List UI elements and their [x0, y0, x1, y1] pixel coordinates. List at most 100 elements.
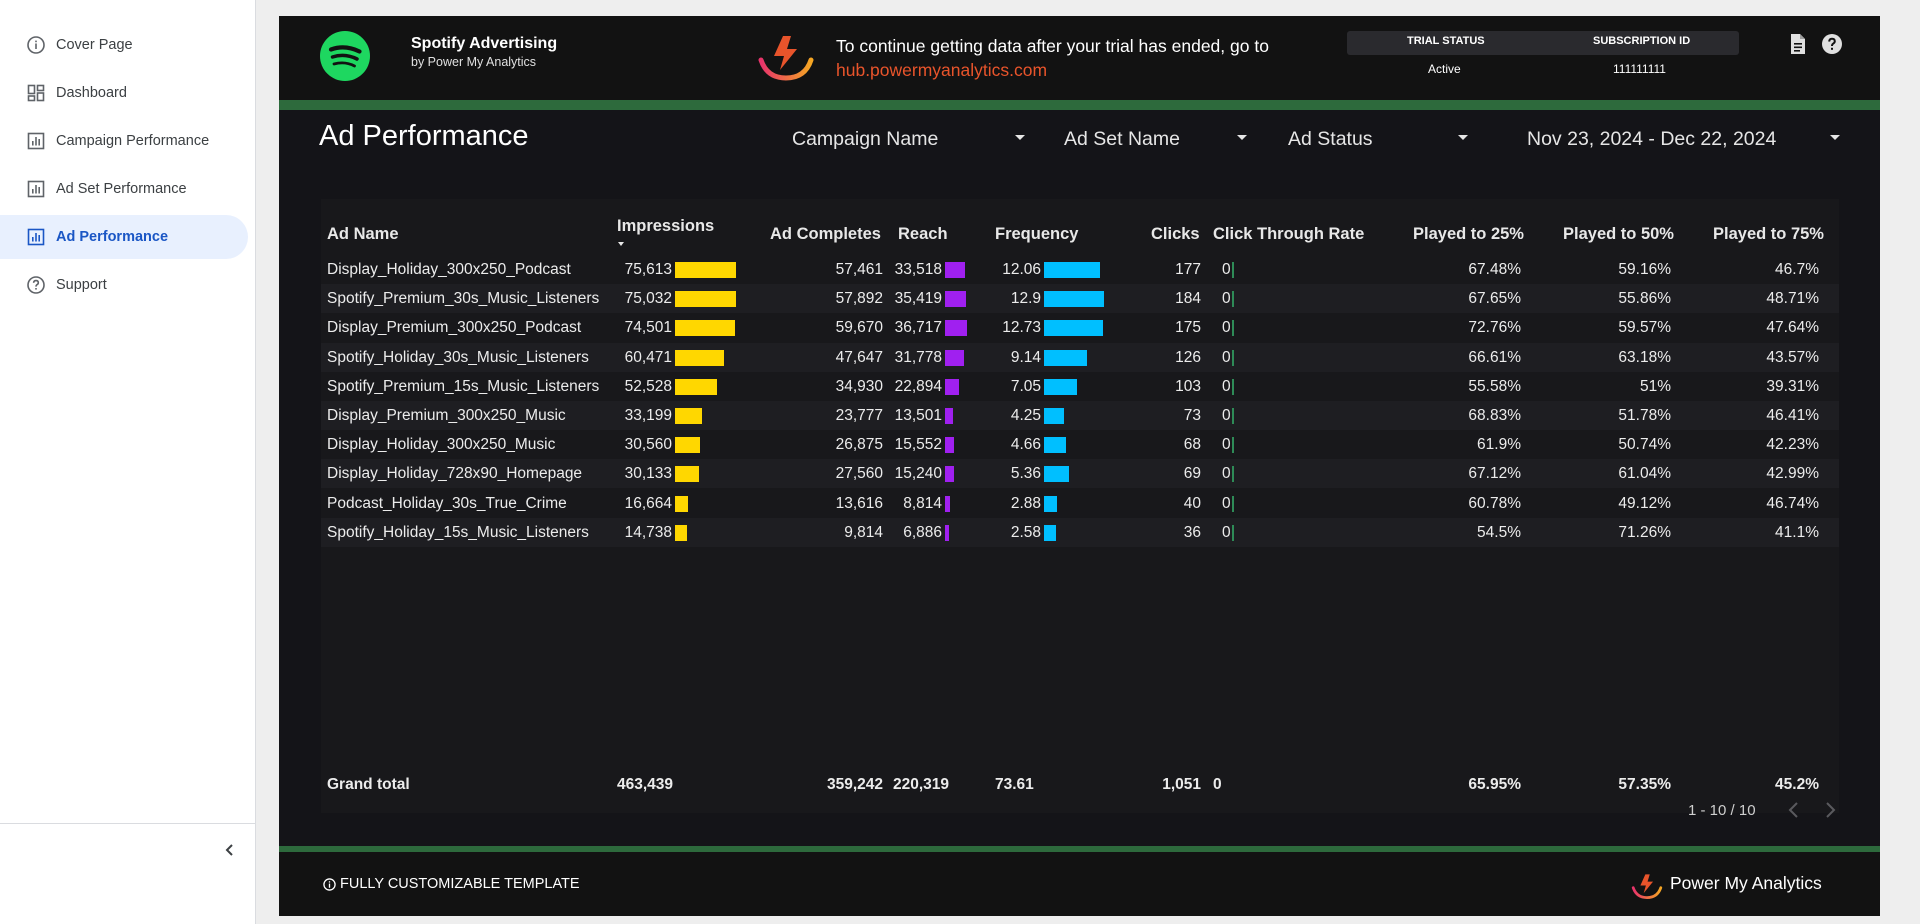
collapse-sidebar-button[interactable] — [218, 838, 242, 862]
cell-played-75: 48.71% — [1766, 290, 1819, 308]
power-my-analytics-logo-icon — [1631, 874, 1663, 899]
cell-played-25: 55.58% — [1468, 377, 1521, 395]
impressions-bar — [675, 466, 700, 483]
campaign-name-filter[interactable]: Campaign Name — [792, 124, 1028, 154]
sidebar-item-ad-set-performance[interactable]: Ad Set Performance — [0, 167, 248, 211]
info-circle-icon — [26, 35, 46, 55]
column-header-played-50[interactable]: Played to 50% — [1563, 225, 1674, 243]
table-row[interactable]: Spotify_Premium_30s_Music_Listeners 75,03… — [321, 284, 1839, 314]
table-row[interactable]: Display_Holiday_300x250_Podcast 75,613 57,… — [321, 255, 1839, 284]
total-completes: 359,242 — [826, 776, 883, 793]
help-button[interactable] — [1821, 32, 1843, 56]
sidebar-item-dashboard[interactable]: Dashboard — [0, 71, 248, 115]
frequency-bar — [1044, 349, 1087, 366]
ad-performance-table: Ad Name Impressions Ad Completes Reach F… — [321, 199, 1839, 819]
table-row[interactable]: Spotify_Holiday_15s_Music_Listeners 14,73… — [321, 517, 1839, 547]
cell-clicks: 126 — [1175, 348, 1201, 366]
cell-played-25: 61.9% — [1477, 436, 1521, 454]
chevron-left-icon — [1788, 802, 1798, 818]
column-header-reach[interactable]: Reach — [898, 225, 948, 243]
chevron-right-icon — [1826, 802, 1836, 818]
grand-total-row: Grand total 463,439 359,242 220,319 73.6… — [321, 776, 1839, 798]
column-header-ad-name[interactable]: Ad Name — [327, 225, 399, 243]
cell-ad-completes: 57,892 — [835, 290, 883, 308]
column-header-frequency[interactable]: Frequency — [995, 225, 1079, 243]
chart-icon — [26, 179, 46, 199]
date-range-filter[interactable]: Nov 23, 2024 - Dec 22, 2024 — [1527, 124, 1845, 154]
cell-frequency: 2.58 — [1010, 523, 1041, 541]
total-ctr: 0 — [1213, 776, 1222, 793]
sidebar-item-support[interactable]: Support — [0, 263, 248, 307]
column-header-ad-completes[interactable]: Ad Completes — [770, 225, 881, 243]
table-row[interactable]: Display_Holiday_300x250_Music 30,560 26,87… — [321, 430, 1839, 459]
reach-bar — [945, 408, 954, 424]
cell-played-50: 50.74% — [1618, 436, 1671, 454]
column-header-ctr[interactable]: Click Through Rate — [1213, 225, 1365, 243]
column-header-impressions[interactable]: Impressions — [617, 217, 715, 235]
cell-played-75: 46.74% — [1766, 494, 1819, 512]
cell-played-75: 43.57% — [1766, 348, 1819, 366]
cell-ad-completes: 57,461 — [835, 261, 883, 278]
table-row[interactable]: Display_Holiday_728x90_Homepage 30,133 27,… — [321, 459, 1839, 489]
cell-ad-name: Spotify_Holiday_30s_Music_Listeners — [327, 348, 589, 366]
table-row[interactable]: Display_Premium_300x250_Podcast 74,501 59,… — [321, 313, 1839, 342]
column-header-played-25[interactable]: Played to 25% — [1413, 225, 1524, 243]
cell-ad-completes: 9,814 — [844, 523, 883, 541]
cell-reach: 31,778 — [894, 348, 942, 366]
cell-ctr: 0 — [1222, 348, 1231, 366]
sidebar-item-cover-page[interactable]: Cover Page — [0, 23, 248, 67]
total-clicks: 1,051 — [1162, 776, 1201, 793]
ctr-bar — [1232, 349, 1234, 366]
column-header-played-75[interactable]: Played to 75% — [1713, 225, 1824, 243]
table-row[interactable]: Spotify_Premium_15s_Music_Listeners 52,52… — [321, 372, 1839, 401]
cell-frequency: 4.25 — [1010, 407, 1041, 424]
reach-bar — [945, 466, 955, 483]
sidebar-item-label: Ad Performance — [56, 229, 169, 245]
chevron-down-icon — [1830, 135, 1840, 140]
table-row[interactable]: Podcast_Holiday_30s_True_Crime 16,664 13,6… — [321, 489, 1839, 518]
table-row[interactable]: Spotify_Holiday_30s_Music_Listeners 60,47… — [321, 342, 1839, 372]
cell-reach: 8,814 — [903, 494, 942, 512]
sidebar-item-campaign-performance[interactable]: Campaign Performance — [0, 119, 248, 163]
frequency-bar — [1044, 466, 1069, 483]
frequency-bar — [1044, 320, 1104, 337]
document-button[interactable] — [1787, 32, 1809, 56]
ctr-bar — [1232, 437, 1234, 454]
sidebar-item-label: Ad Set Performance — [56, 181, 187, 197]
ad-set-name-filter[interactable]: Ad Set Name — [1064, 124, 1254, 154]
cell-impressions: 33,199 — [624, 407, 672, 424]
cell-clicks: 175 — [1175, 319, 1201, 337]
cell-played-50: 59.16% — [1618, 261, 1671, 278]
trial-link[interactable]: hub.powermyanalytics.com — [836, 60, 1048, 80]
cell-impressions: 30,133 — [624, 465, 672, 483]
cell-played-25: 67.65% — [1468, 290, 1521, 308]
column-header-clicks[interactable]: Clicks — [1151, 225, 1200, 243]
chart-icon — [26, 227, 46, 247]
footer-brand: Power My Analytics — [1670, 873, 1822, 893]
ctr-bar — [1232, 408, 1234, 424]
cell-played-25: 68.83% — [1468, 407, 1521, 424]
cell-played-75: 41.1% — [1775, 523, 1819, 541]
cell-ad-completes: 23,777 — [835, 407, 883, 424]
filter-label: Ad Status — [1288, 127, 1373, 150]
cell-played-75: 42.23% — [1766, 436, 1819, 454]
impressions-bar — [675, 408, 702, 424]
next-page-button[interactable] — [1820, 800, 1840, 820]
table-row[interactable]: Display_Premium_300x250_Music 33,199 23,77… — [321, 401, 1839, 430]
reach-bar — [945, 378, 959, 395]
ad-status-filter[interactable]: Ad Status — [1288, 124, 1474, 154]
cell-reach: 33,518 — [894, 261, 942, 278]
cell-frequency: 12.06 — [1002, 261, 1041, 278]
previous-page-button[interactable] — [1784, 800, 1804, 820]
sidebar-item-ad-performance[interactable]: Ad Performance — [0, 215, 248, 259]
cell-impressions: 74,501 — [624, 319, 672, 337]
cell-frequency: 12.9 — [1010, 290, 1041, 308]
cell-ad-name: Display_Premium_300x250_Music — [327, 407, 566, 424]
help-icon — [1822, 34, 1842, 54]
cell-ad-name: Display_Holiday_300x250_Music — [327, 436, 556, 454]
cell-reach: 13,501 — [894, 407, 942, 424]
ctr-bar — [1232, 524, 1234, 541]
frequency-bar — [1044, 378, 1077, 395]
cell-played-25: 67.48% — [1468, 261, 1521, 278]
cell-impressions: 60,471 — [624, 348, 672, 366]
